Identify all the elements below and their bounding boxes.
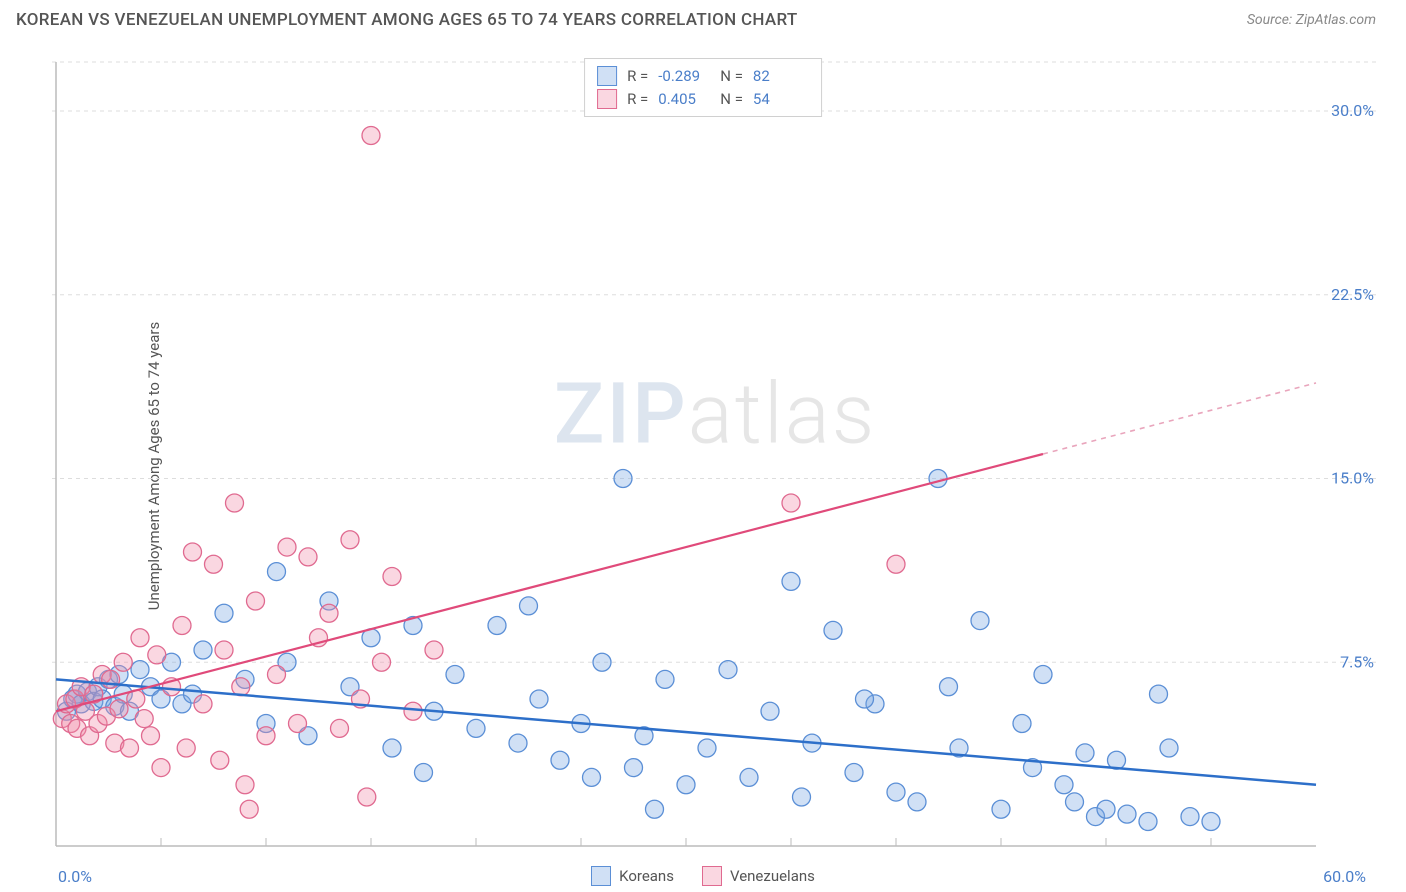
svg-text:15.0%: 15.0% bbox=[1331, 469, 1374, 488]
n-value-koreans: 82 bbox=[753, 65, 805, 88]
chart-header: KOREAN VS VENEZUELAN UNEMPLOYMENT AMONG … bbox=[0, 0, 1406, 38]
swatch-koreans-icon bbox=[597, 66, 617, 86]
svg-text:22.5%: 22.5% bbox=[1331, 285, 1374, 304]
legend-label-koreans: Koreans bbox=[619, 867, 674, 885]
r-value-venezuelans: 0.405 bbox=[658, 88, 710, 111]
r-value-koreans: -0.289 bbox=[658, 65, 710, 88]
svg-text:30.0%: 30.0% bbox=[1331, 101, 1374, 120]
scatter-svg: 7.5% 15.0% 22.5% 30.0% bbox=[52, 58, 1378, 850]
correlation-stats-box: R = -0.289 N = 82 R = 0.405 N = 54 bbox=[584, 58, 822, 117]
legend-label-venezuelans: Venezuelans bbox=[730, 867, 815, 885]
chart-area: Unemployment Among Ages 65 to 74 years R… bbox=[0, 40, 1406, 892]
swatch-venezuelans-icon bbox=[597, 89, 617, 109]
stats-row-venezuelans: R = 0.405 N = 54 bbox=[597, 88, 805, 111]
plot-region: ZIPatlas 7.5%15.0%22.5%30.0% bbox=[52, 58, 1378, 850]
legend-swatch-koreans-icon bbox=[591, 866, 611, 886]
svg-text:7.5%: 7.5% bbox=[1340, 652, 1374, 671]
n-label: N = bbox=[720, 65, 743, 88]
legend-item-venezuelans: Venezuelans bbox=[702, 866, 815, 886]
legend-swatch-venezuelans-icon bbox=[702, 866, 722, 886]
chart-title: KOREAN VS VENEZUELAN UNEMPLOYMENT AMONG … bbox=[16, 10, 798, 30]
bottom-legend: Koreans Venezuelans bbox=[0, 866, 1406, 886]
stats-row-koreans: R = -0.289 N = 82 bbox=[597, 65, 805, 88]
r-label: R = bbox=[627, 88, 648, 111]
n-value-venezuelans: 54 bbox=[753, 88, 805, 111]
chart-source: Source: ZipAtlas.com bbox=[1247, 12, 1376, 28]
n-label: N = bbox=[720, 88, 743, 111]
legend-item-koreans: Koreans bbox=[591, 866, 674, 886]
r-label: R = bbox=[627, 65, 648, 88]
